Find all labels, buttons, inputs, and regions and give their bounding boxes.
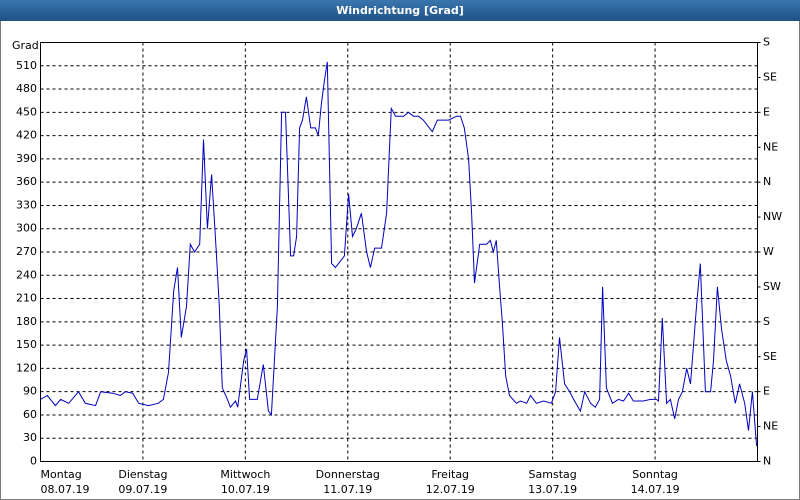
y-axis-label: Grad <box>12 39 39 52</box>
y2-tick-label: E <box>763 385 770 398</box>
y-tick-label: 180 <box>16 315 37 328</box>
y2-tick-label: NE <box>763 420 778 433</box>
x-tick-label: Donnerstag <box>316 468 380 481</box>
x-tick-label: Freitag <box>431 468 469 481</box>
y-tick-label: 60 <box>23 408 37 421</box>
y-tick-label: 330 <box>16 198 37 211</box>
y2-tick-label: W <box>763 245 774 258</box>
x-tick-label: Sonntag <box>632 468 678 481</box>
y2-tick-label: SE <box>763 350 777 363</box>
x-tick-date: 12.07.19 <box>426 483 475 496</box>
x-tick-label: Montag <box>41 468 82 481</box>
y-tick-label: 300 <box>16 222 37 235</box>
x-tick-date: 08.07.19 <box>41 483 90 496</box>
y-tick-label: 420 <box>16 129 37 142</box>
y-tick-label: 0 <box>30 455 37 468</box>
title-bar <box>0 0 800 21</box>
y-tick-label: 240 <box>16 268 37 281</box>
y2-tick-label: E <box>763 105 770 118</box>
x-tick-date: 14.07.19 <box>631 483 680 496</box>
y2-tick-label: NE <box>763 140 778 153</box>
y-tick-label: 90 <box>23 385 37 398</box>
x-tick-date: 13.07.19 <box>528 483 577 496</box>
y-tick-label: 480 <box>16 82 37 95</box>
y-tick-label: 210 <box>16 292 37 305</box>
y-tick-label: 270 <box>16 245 37 258</box>
y-tick-label: 30 <box>23 431 37 444</box>
y2-tick-label: SE <box>763 70 777 83</box>
y2-tick-label: S <box>763 315 770 328</box>
x-tick-label: Mittwoch <box>220 468 270 481</box>
x-tick-label: Samstag <box>529 468 577 481</box>
y-tick-label: 120 <box>16 361 37 374</box>
y2-tick-label: SW <box>763 280 781 293</box>
y2-tick-label: S <box>763 36 770 49</box>
data-line <box>40 61 758 447</box>
y2-tick-label: N <box>763 455 771 468</box>
x-tick-label: Dienstag <box>118 468 167 481</box>
y-tick-label: 360 <box>16 175 37 188</box>
y-tick-label: 450 <box>16 105 37 118</box>
y2-tick-label: NW <box>763 210 782 223</box>
y-tick-label: 150 <box>16 338 37 351</box>
x-tick-date: 10.07.19 <box>221 483 270 496</box>
chart-title: Windrichtung [Grad] <box>336 4 464 17</box>
x-tick-date: 09.07.19 <box>118 483 167 496</box>
y2-tick-label: N <box>763 175 771 188</box>
y-tick-label: 390 <box>16 152 37 165</box>
x-tick-date: 11.07.19 <box>323 483 372 496</box>
y-tick-label: 510 <box>16 59 37 72</box>
